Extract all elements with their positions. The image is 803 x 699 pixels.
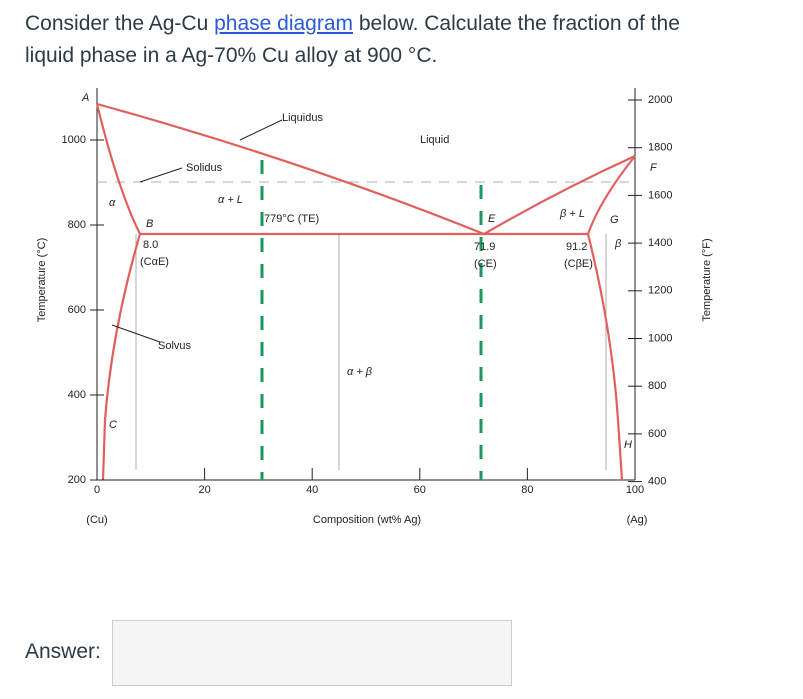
- tick-label: 1800: [648, 142, 672, 154]
- tick-label: 800: [648, 380, 666, 392]
- tick-label: 400: [648, 476, 666, 488]
- question-text: liquid phase in a Ag-70% Cu alloy at 900…: [25, 44, 438, 67]
- tick-label: 1200: [648, 285, 672, 297]
- answer-label: Answer:: [25, 640, 101, 663]
- liquidus-curve: [96, 102, 485, 236]
- question: Consider the Ag-Cu phase diagram below. …: [25, 8, 680, 72]
- tick-label: 400: [68, 389, 86, 401]
- label: (CβE): [564, 258, 593, 270]
- label: F: [650, 162, 658, 174]
- tick-label: 1000: [62, 134, 86, 146]
- label: α + β: [347, 366, 373, 378]
- label: Liquidus: [282, 112, 323, 124]
- label: α: [109, 197, 116, 209]
- tick-label: 600: [68, 304, 86, 316]
- label: (CE): [474, 258, 497, 270]
- solidus-curve: [586, 155, 636, 235]
- phase-diagram: A F Liquidus Liquid Solidus α + L 779°C …: [36, 88, 713, 526]
- tick-label: 60: [414, 484, 426, 496]
- axis-title: Temperature (°F): [701, 238, 713, 321]
- link[interactable]: phase diagram: [214, 12, 354, 35]
- answer-input[interactable]: [112, 620, 512, 686]
- axis-title: Temperature (°C): [36, 238, 48, 322]
- solidus-curve: [95, 103, 141, 235]
- label: (CαE): [140, 256, 169, 268]
- tick-label: 0: [94, 484, 100, 496]
- label: C: [109, 419, 117, 431]
- tick-label: 100: [626, 484, 644, 496]
- question-text: below. Calculate the fraction of the: [353, 12, 680, 35]
- tick-label: 1000: [648, 332, 672, 344]
- liquidus-curve: [483, 154, 636, 235]
- axis-end-label: (Ag): [627, 514, 648, 526]
- label: A: [81, 92, 89, 104]
- tick-label: 200: [68, 474, 86, 486]
- arrow: [111, 324, 161, 343]
- label: α + L: [218, 194, 243, 206]
- label: Liquid: [420, 134, 449, 146]
- tick-label: 800: [68, 219, 86, 231]
- tick-label: 1400: [648, 237, 672, 249]
- label: B: [146, 218, 153, 230]
- tick-label: 2000: [648, 94, 672, 106]
- axis-end-label: (Cu): [86, 514, 107, 526]
- label: 71.9: [474, 241, 495, 253]
- tick-label: 20: [198, 484, 210, 496]
- tick-label: 80: [521, 484, 533, 496]
- label: Solidus: [186, 162, 223, 174]
- label: G: [610, 214, 619, 226]
- label: Solvus: [158, 340, 192, 352]
- axis-title: Composition (wt% Ag): [313, 514, 421, 526]
- tick-label: 40: [306, 484, 318, 496]
- label: β: [614, 238, 622, 250]
- label: β + L: [559, 208, 585, 220]
- arrow: [239, 119, 283, 141]
- question-text: Consider the Ag-Cu: [25, 12, 215, 35]
- label: 91.2: [566, 241, 587, 253]
- arrow: [139, 167, 183, 183]
- solvus-curve: [101, 233, 142, 481]
- tick-label: 600: [648, 428, 666, 440]
- label: H: [624, 439, 632, 451]
- label: 8.0: [143, 239, 158, 251]
- label: 779°C (TE): [264, 213, 319, 225]
- label: E: [488, 213, 496, 225]
- solvus-curve: [586, 233, 624, 481]
- tick-label: 1600: [648, 189, 672, 201]
